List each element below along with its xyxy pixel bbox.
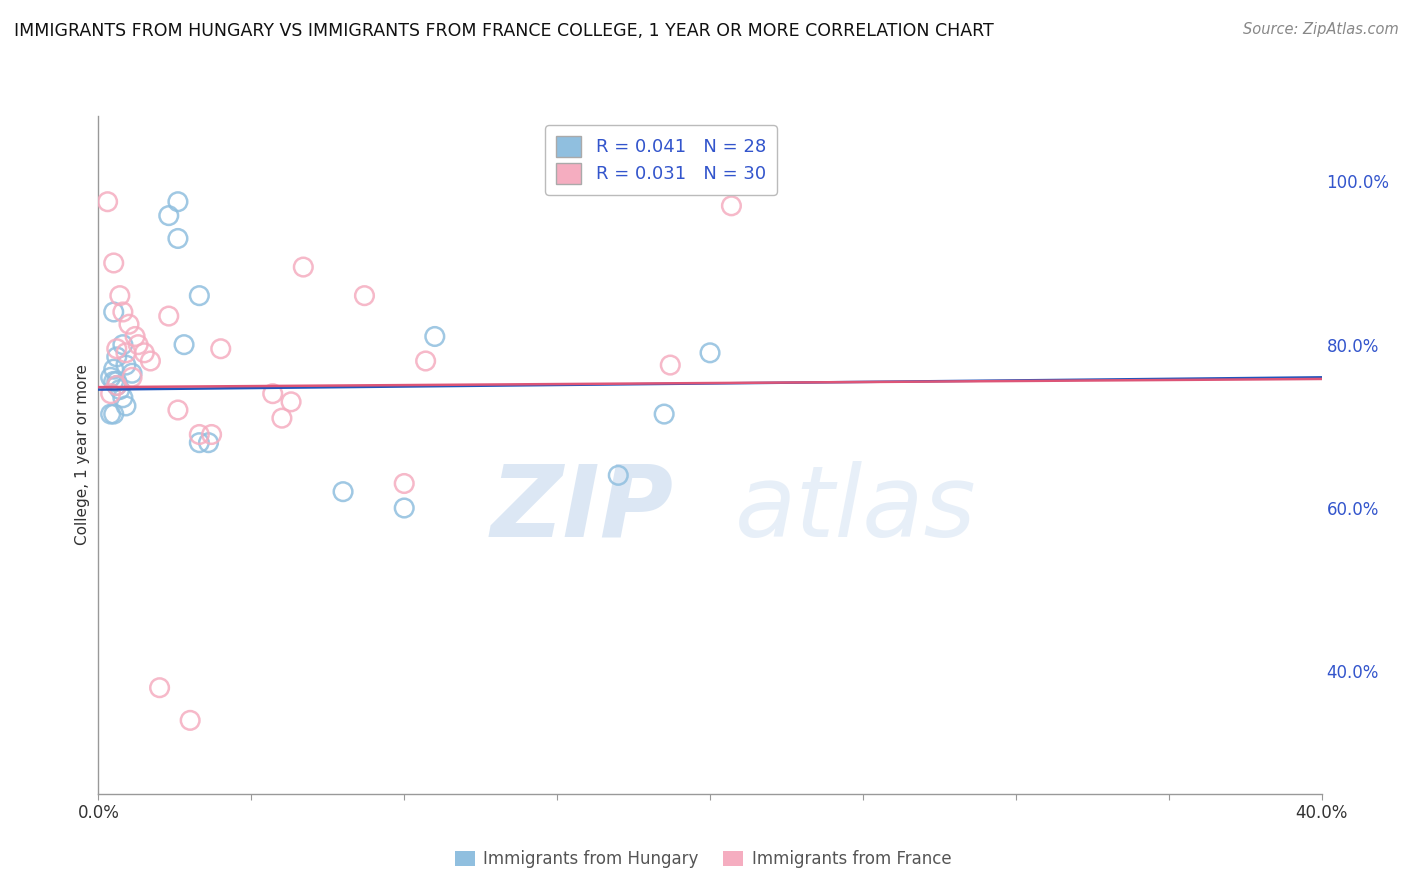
Point <box>209 342 232 356</box>
Point <box>103 407 125 421</box>
Point <box>167 194 190 209</box>
Point <box>134 346 156 360</box>
Point <box>197 435 219 450</box>
Point <box>115 399 138 413</box>
Text: IMMIGRANTS FROM HUNGARY VS IMMIGRANTS FROM FRANCE COLLEGE, 1 YEAR OR MORE CORREL: IMMIGRANTS FROM HUNGARY VS IMMIGRANTS FR… <box>14 22 994 40</box>
Point <box>111 305 134 319</box>
Point <box>118 317 141 331</box>
Point <box>157 309 180 323</box>
Point <box>115 358 138 372</box>
Point <box>108 288 131 302</box>
Legend: Immigrants from Hungary, Immigrants from France: Immigrants from Hungary, Immigrants from… <box>449 844 957 875</box>
Point <box>103 305 125 319</box>
Point <box>105 342 128 356</box>
Point <box>105 375 128 389</box>
Point <box>105 378 128 392</box>
Point <box>173 337 195 351</box>
Point <box>332 484 354 499</box>
Point <box>157 209 180 223</box>
Text: atlas: atlas <box>734 460 976 558</box>
Point <box>105 378 128 392</box>
Point <box>423 329 446 343</box>
Point <box>167 231 190 245</box>
Point <box>280 394 302 409</box>
Point <box>105 350 128 364</box>
Point <box>200 427 222 442</box>
Point <box>392 501 416 516</box>
Point <box>607 468 630 483</box>
Point <box>699 346 721 360</box>
Point <box>127 337 149 351</box>
Point <box>103 362 125 376</box>
Point <box>97 194 120 209</box>
Point <box>121 370 143 384</box>
Point <box>149 681 172 695</box>
Point <box>103 375 125 389</box>
Point <box>100 386 122 401</box>
Point <box>659 358 682 372</box>
Point <box>139 354 162 368</box>
Point <box>108 383 131 397</box>
Point <box>652 407 675 421</box>
Text: Source: ZipAtlas.com: Source: ZipAtlas.com <box>1243 22 1399 37</box>
Point <box>103 256 125 270</box>
Point <box>100 407 122 421</box>
Point <box>720 199 742 213</box>
Point <box>415 354 437 368</box>
Point <box>292 260 315 274</box>
Point <box>115 346 138 360</box>
Point <box>111 337 134 351</box>
Point <box>188 288 211 302</box>
Point <box>124 329 146 343</box>
Point <box>111 391 134 405</box>
Text: ZIP: ZIP <box>491 460 673 558</box>
Point <box>270 411 292 425</box>
Legend: R = 0.041   N = 28, R = 0.031   N = 30: R = 0.041 N = 28, R = 0.031 N = 30 <box>546 125 778 194</box>
Y-axis label: College, 1 year or more: College, 1 year or more <box>75 365 90 545</box>
Point <box>353 288 375 302</box>
Point <box>179 714 201 728</box>
Point <box>262 386 284 401</box>
Point <box>188 427 211 442</box>
Point <box>100 370 122 384</box>
Point <box>167 403 190 417</box>
Point <box>121 366 143 380</box>
Point <box>188 435 211 450</box>
Point <box>392 476 416 491</box>
